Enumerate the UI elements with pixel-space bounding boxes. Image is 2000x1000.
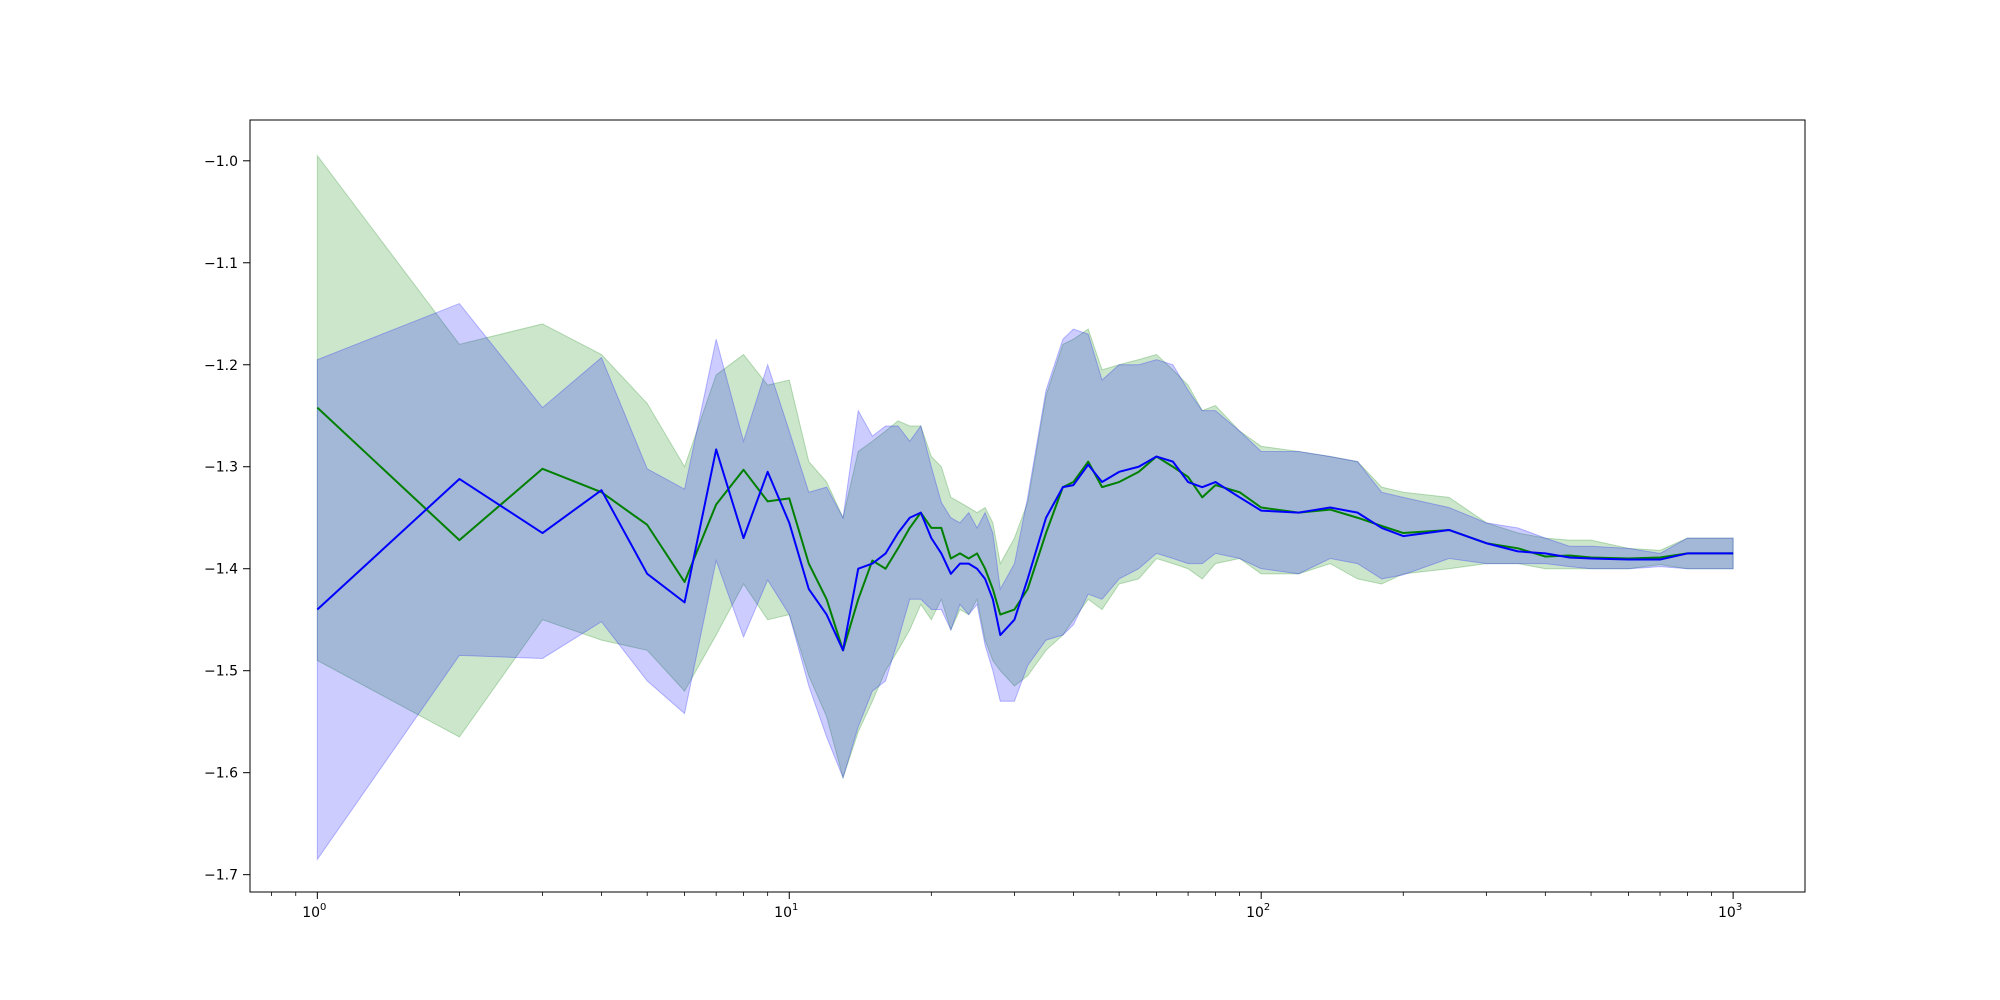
series-2-band xyxy=(316,302,1734,861)
x-tick-label-exponent: 3 xyxy=(1736,902,1742,913)
y-tick-label: −1.6 xyxy=(204,766,238,782)
y-tick-label: −1.7 xyxy=(204,868,238,884)
x-tick-label-exponent: 0 xyxy=(320,902,326,913)
x-tick-label-base: 10 xyxy=(302,905,320,921)
series-1-line xyxy=(316,406,1734,652)
y-tick-label: −1.4 xyxy=(204,562,238,578)
series-1-band xyxy=(316,154,1734,780)
y-tick-label: −1.0 xyxy=(204,154,238,170)
y-tick-label: −1.5 xyxy=(204,664,238,680)
y-axis: −1.0 −1.1 −1.2 −1.3 −1.4 −1.5 −1.6 −1.7 xyxy=(204,154,250,884)
x-tick-label-base: 10 xyxy=(1246,905,1264,921)
x-tick-label-exponent: 2 xyxy=(1264,902,1270,913)
series-layer xyxy=(316,154,1734,861)
x-tick-label-base: 10 xyxy=(1718,905,1736,921)
x-tick-label: 102 xyxy=(1246,902,1270,921)
x-tick-label-exponent: 1 xyxy=(792,902,798,913)
y-tick-label: −1.3 xyxy=(204,460,238,476)
x-tick-label: 103 xyxy=(1718,902,1742,921)
x-tick-label: 101 xyxy=(774,902,798,921)
y-tick-label: −1.1 xyxy=(204,256,238,272)
y-tick-label: −1.2 xyxy=(204,358,238,374)
x-axis: 100 101 102 103 xyxy=(271,892,1742,921)
plot-frame xyxy=(249,119,1806,893)
x-tick-label: 100 xyxy=(302,902,326,921)
x-tick-label-base: 10 xyxy=(774,905,792,921)
series-2-line xyxy=(316,448,1734,652)
